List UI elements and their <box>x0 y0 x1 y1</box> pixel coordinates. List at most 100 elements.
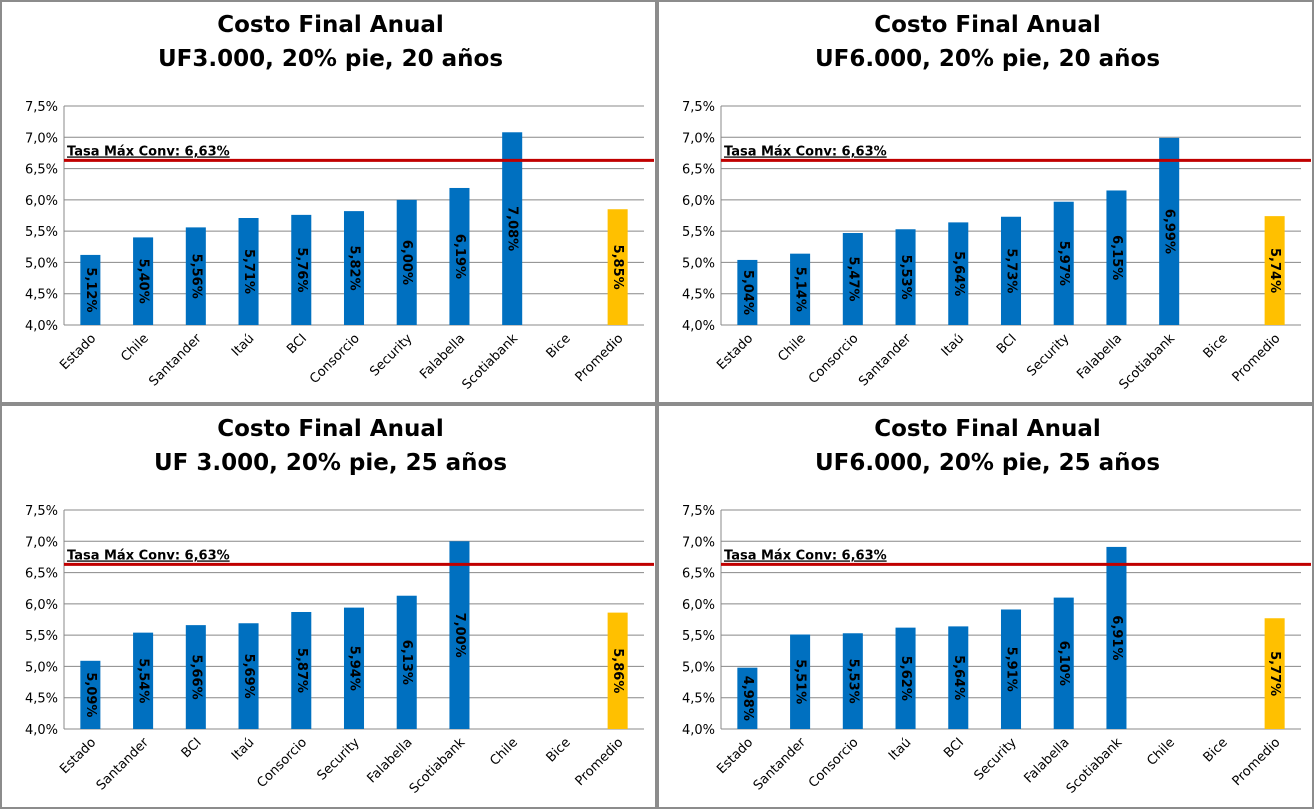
x-tick-label: Santander <box>751 735 810 794</box>
bar <box>842 633 863 729</box>
y-tick-label: 6,5% <box>682 163 715 178</box>
bar <box>291 611 312 729</box>
value-label: 5,74% <box>1267 248 1282 293</box>
bar <box>790 634 811 729</box>
x-tick-label: Scotiabank <box>1064 735 1126 797</box>
y-tick-label: 4,5% <box>682 692 715 707</box>
y-tick-label: 6,0% <box>682 598 715 613</box>
y-tick-label: 4,0% <box>25 319 58 334</box>
value-label: 5,14% <box>793 267 808 312</box>
bar <box>396 595 417 729</box>
bar <box>948 626 969 729</box>
reference-label: Tasa Máx Conv: 6,63% <box>67 548 230 563</box>
value-label: 5,12% <box>83 267 98 312</box>
value-label: 5,62% <box>898 656 913 701</box>
value-label: 5,87% <box>294 648 309 693</box>
y-tick-label: 5,0% <box>682 256 715 271</box>
y-tick-label: 4,5% <box>25 288 58 303</box>
y-tick-label: 5,5% <box>682 629 715 644</box>
y-tick-label: 7,5% <box>25 100 58 115</box>
chart-title: Costo Final Anual <box>874 12 1101 38</box>
value-label: 6,13% <box>399 640 414 685</box>
x-tick-label: Itaú <box>229 331 257 359</box>
y-tick-label: 7,0% <box>682 535 715 550</box>
x-tick-label: Promedio <box>573 331 627 385</box>
x-tick-label: Bice <box>544 331 574 361</box>
y-tick-label: 6,0% <box>682 194 715 209</box>
value-label: 5,82% <box>347 246 362 291</box>
value-label: 6,10% <box>1056 641 1071 686</box>
reference-label: Tasa Máx Conv: 6,63% <box>724 548 887 563</box>
y-tick-label: 6,5% <box>25 163 58 178</box>
chart-subtitle: UF6.000, 20% pie, 20 años <box>815 46 1160 72</box>
x-tick-label: BCI <box>941 735 967 761</box>
bar <box>1053 201 1074 325</box>
value-label: 5,04% <box>740 270 755 315</box>
chart-panel: Costo Final Anual UF6.000, 20% pie, 25 añ… <box>657 404 1314 809</box>
y-tick-label: 4,5% <box>682 288 715 303</box>
value-label: 5,77% <box>1267 651 1282 696</box>
bar <box>343 211 365 325</box>
y-tick-label: 4,0% <box>682 723 715 738</box>
value-label: 5,56% <box>188 254 203 299</box>
x-tick-label: Consorcio <box>806 331 862 387</box>
chart-panel: Costo Final Anual UF3.000, 20% pie, 20 añ… <box>0 0 657 404</box>
bar <box>80 660 101 729</box>
value-label: 5,85% <box>610 245 625 290</box>
x-tick-label: Estado <box>714 735 756 777</box>
value-label: 7,08% <box>505 206 520 251</box>
bar <box>607 209 628 325</box>
x-tick-label: Itaú <box>886 735 914 763</box>
x-tick-label: Security <box>367 331 416 380</box>
x-tick-label: Promedio <box>1230 735 1284 789</box>
x-tick-label: Chile <box>118 331 152 365</box>
x-tick-label: Promedio <box>1230 331 1284 385</box>
value-label: 6,19% <box>452 234 467 279</box>
value-label: 5,71% <box>241 249 256 294</box>
x-tick-label: BCI <box>179 735 205 761</box>
y-tick-label: 5,0% <box>25 660 58 675</box>
value-label: 5,64% <box>951 655 966 700</box>
reference-label: Tasa Máx Conv: 6,63% <box>724 144 887 159</box>
chart-subtitle: UF3.000, 20% pie, 20 años <box>158 46 503 72</box>
value-label: 6,00% <box>399 240 414 285</box>
y-tick-label: 5,5% <box>25 225 58 240</box>
x-tick-label: Itaú <box>939 331 967 359</box>
bar <box>737 259 758 325</box>
y-tick-label: 5,5% <box>25 629 58 644</box>
x-tick-label: Scotiabank <box>459 331 521 393</box>
bar <box>133 632 154 729</box>
bar <box>842 233 863 325</box>
bar <box>1053 597 1074 729</box>
x-tick-label: Chile <box>487 735 521 769</box>
x-tick-label: Security <box>314 735 363 784</box>
x-tick-label: Consorcio <box>254 735 310 791</box>
y-tick-label: 4,5% <box>25 692 58 707</box>
value-label: 5,53% <box>898 255 913 300</box>
x-tick-label: Consorcio <box>307 331 363 387</box>
y-tick-label: 7,0% <box>682 131 715 146</box>
bar <box>185 625 206 729</box>
chart-subtitle: UF6.000, 20% pie, 25 años <box>815 450 1160 476</box>
value-label: 5,47% <box>845 256 860 301</box>
value-label: 6,99% <box>1162 209 1177 254</box>
chart-panel: Costo Final Anual UF6.000, 20% pie, 20 añ… <box>657 0 1314 404</box>
x-tick-label: BCI <box>994 331 1020 357</box>
y-tick-label: 7,5% <box>682 504 715 519</box>
bar <box>948 222 969 325</box>
value-label: 5,94% <box>347 646 362 691</box>
bar <box>895 229 916 325</box>
x-tick-label: Bice <box>544 735 574 765</box>
value-label: 5,53% <box>845 659 860 704</box>
y-tick-label: 4,0% <box>25 723 58 738</box>
value-label: 5,40% <box>136 259 151 304</box>
bar <box>1264 216 1285 325</box>
y-tick-label: 7,5% <box>682 100 715 115</box>
bar <box>238 218 259 325</box>
bar <box>1000 216 1022 325</box>
x-tick-label: Estado <box>714 331 756 373</box>
value-label: 6,15% <box>1109 235 1124 280</box>
bar <box>449 541 470 729</box>
x-tick-label: Bice <box>1201 735 1231 765</box>
